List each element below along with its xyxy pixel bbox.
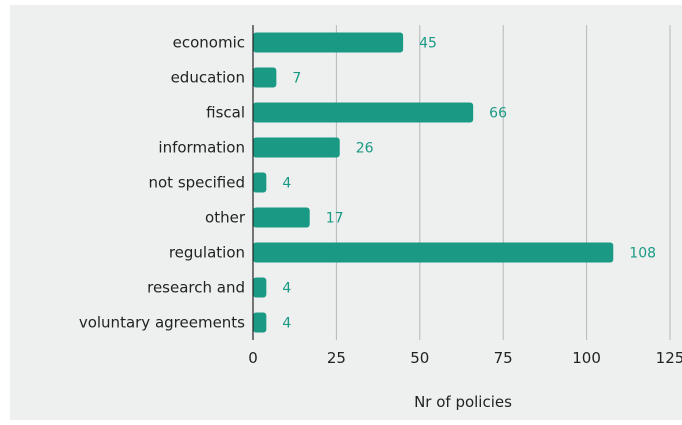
bar [253, 207, 310, 228]
value-label: 66 [489, 106, 507, 122]
category-label: not specified [148, 174, 245, 192]
value-label: 26 [356, 141, 374, 157]
x-axis-label: Nr of policies [414, 393, 512, 411]
category-label: regulation [169, 244, 245, 262]
value-label: 7 [292, 71, 301, 87]
value-label: 4 [282, 176, 291, 192]
bar [253, 67, 277, 88]
x-tick-label: 25 [327, 349, 346, 367]
category-label: education [171, 69, 245, 87]
x-tick-label: 75 [494, 349, 513, 367]
x-tick-label: 100 [572, 349, 601, 367]
bar [253, 137, 340, 158]
bar [253, 172, 267, 193]
bar [253, 102, 474, 123]
category-label: information [158, 139, 245, 157]
category-label: research and [147, 279, 245, 297]
value-label: 4 [282, 316, 291, 332]
chart-panel [10, 5, 682, 420]
x-tick-label: 125 [656, 349, 682, 367]
bar [253, 312, 267, 333]
x-tick-labels: 0 25 50 75 100 125 [248, 349, 682, 367]
bar [253, 277, 267, 298]
value-labels: 45 7 66 26 4 17 108 4 4 [282, 36, 656, 332]
category-label: economic [173, 34, 245, 52]
category-label: fiscal [206, 104, 245, 122]
x-tick-label: 0 [248, 349, 258, 367]
grid-lines [335, 25, 671, 340]
category-labels: economic education fiscal information not sp… [79, 34, 246, 332]
value-label: 17 [326, 211, 344, 227]
category-label: voluntary agreements [79, 314, 245, 332]
value-label: 4 [282, 281, 291, 297]
value-label: 45 [419, 36, 437, 52]
bar [253, 242, 614, 263]
category-label: other [205, 209, 246, 227]
value-label: 108 [629, 246, 656, 262]
bar [253, 32, 404, 53]
x-tick-label: 50 [410, 349, 429, 367]
bars [253, 32, 614, 333]
